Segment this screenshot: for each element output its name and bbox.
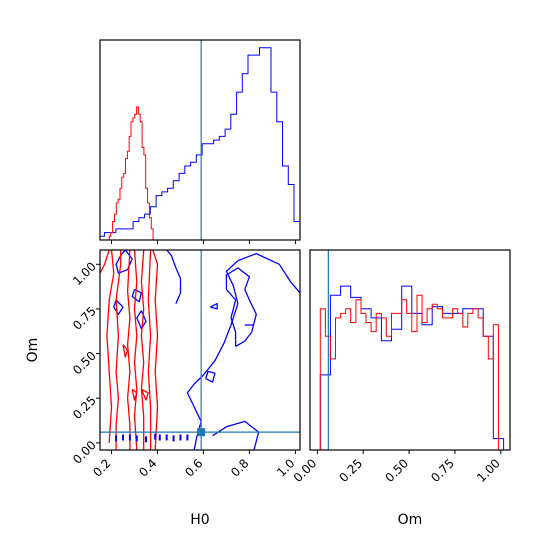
contour-series-1-line-5 bbox=[140, 250, 145, 450]
contour-series-1-line-1 bbox=[106, 250, 115, 443]
om-histogram-frame bbox=[309, 249, 511, 451]
x-axis-label-h0: H0 bbox=[190, 512, 209, 528]
contour-frame bbox=[99, 249, 301, 451]
om-histogram-bars bbox=[310, 250, 510, 450]
om-histogram-series-1 bbox=[310, 294, 510, 450]
contour-series-1-line-2 bbox=[115, 250, 122, 450]
scatter-point-1 bbox=[186, 434, 189, 441]
h0-histogram-series-1 bbox=[100, 106, 154, 240]
contour-x-tick-label-2: 0.6 bbox=[182, 456, 205, 479]
contour-x-tick-label-0: 0.2 bbox=[90, 456, 113, 479]
contour-series-1-line-10 bbox=[140, 388, 149, 401]
contour-series-1-line-3 bbox=[126, 250, 131, 450]
contour-series-0-line-0 bbox=[166, 250, 182, 304]
h0-histogram-panel bbox=[99, 39, 301, 244]
contour-x-tick-label-1: 0.4 bbox=[136, 456, 159, 479]
contour-series-0-line-3 bbox=[205, 370, 216, 383]
scatter-point-9 bbox=[165, 434, 168, 441]
om-histogram-x-tick-label-1: 0.25 bbox=[337, 456, 366, 485]
om-histogram-x-tick-label-2: 0.50 bbox=[382, 456, 411, 485]
scatter-point-10 bbox=[179, 434, 182, 441]
y-axis-label-om: Om bbox=[25, 338, 41, 363]
contour-y-tick-label-3: 0.75 bbox=[70, 304, 99, 333]
scatter-point-3 bbox=[144, 436, 147, 443]
h0-om-contour-panel: 0.2 0.4 0.6 0.8 1.00.000.250.500.751.00 bbox=[70, 249, 301, 480]
contour-series-0-line-1 bbox=[186, 252, 300, 450]
contour-y-tick-label-0: 0.00 bbox=[70, 438, 99, 467]
contour-series-1-line-6 bbox=[147, 250, 152, 450]
contour-y-tick-label-4: 1.00 bbox=[70, 259, 99, 288]
h0-histogram-frame bbox=[99, 39, 301, 241]
scatter-point-5 bbox=[128, 434, 131, 441]
scatter-point-7 bbox=[115, 435, 118, 442]
truth-marker bbox=[197, 428, 206, 437]
contour-series-0-line-2 bbox=[212, 420, 260, 450]
contour-series-0-line-4 bbox=[225, 267, 257, 347]
om-histogram-series-0 bbox=[310, 285, 510, 450]
contour-series-1-line-4 bbox=[133, 250, 138, 450]
h0-histogram-series-0 bbox=[100, 47, 300, 240]
contour-series-0-line-5 bbox=[210, 302, 218, 310]
scatter-point-2 bbox=[158, 434, 161, 441]
om-histogram-x-tick-label-0: 0.00 bbox=[291, 456, 320, 485]
contour-series-1-line-7 bbox=[152, 250, 159, 450]
scatter-point-0 bbox=[172, 435, 175, 442]
om-histogram-panel: 0.00 0.25 0.50 0.75 1.00 bbox=[291, 249, 511, 485]
contour-y-tick-label-1: 0.25 bbox=[70, 393, 99, 422]
contour-lines bbox=[100, 250, 300, 450]
contour-x-tick-label-3: 0.8 bbox=[228, 456, 251, 479]
contour-series-0-line-9 bbox=[136, 310, 147, 330]
scatter-point-6 bbox=[121, 434, 124, 441]
scatter-point-8 bbox=[154, 433, 157, 440]
contour-series-0-line-8 bbox=[113, 299, 124, 315]
contour-y-tick-label-2: 0.50 bbox=[70, 349, 99, 378]
contour-series-1-line-0 bbox=[100, 250, 110, 274]
h0-histogram-bars bbox=[100, 40, 300, 240]
contour-series-0-line-10 bbox=[131, 288, 143, 303]
contour-series-1-line-9 bbox=[131, 388, 138, 401]
scatter-point-4 bbox=[135, 435, 138, 442]
om-histogram-x-tick-label-4: 1.00 bbox=[474, 456, 503, 485]
contour-series-1-line-8 bbox=[122, 344, 129, 358]
x-axis-label-om: Om bbox=[398, 512, 423, 528]
om-histogram-x-tick-label-3: 0.75 bbox=[428, 456, 457, 485]
